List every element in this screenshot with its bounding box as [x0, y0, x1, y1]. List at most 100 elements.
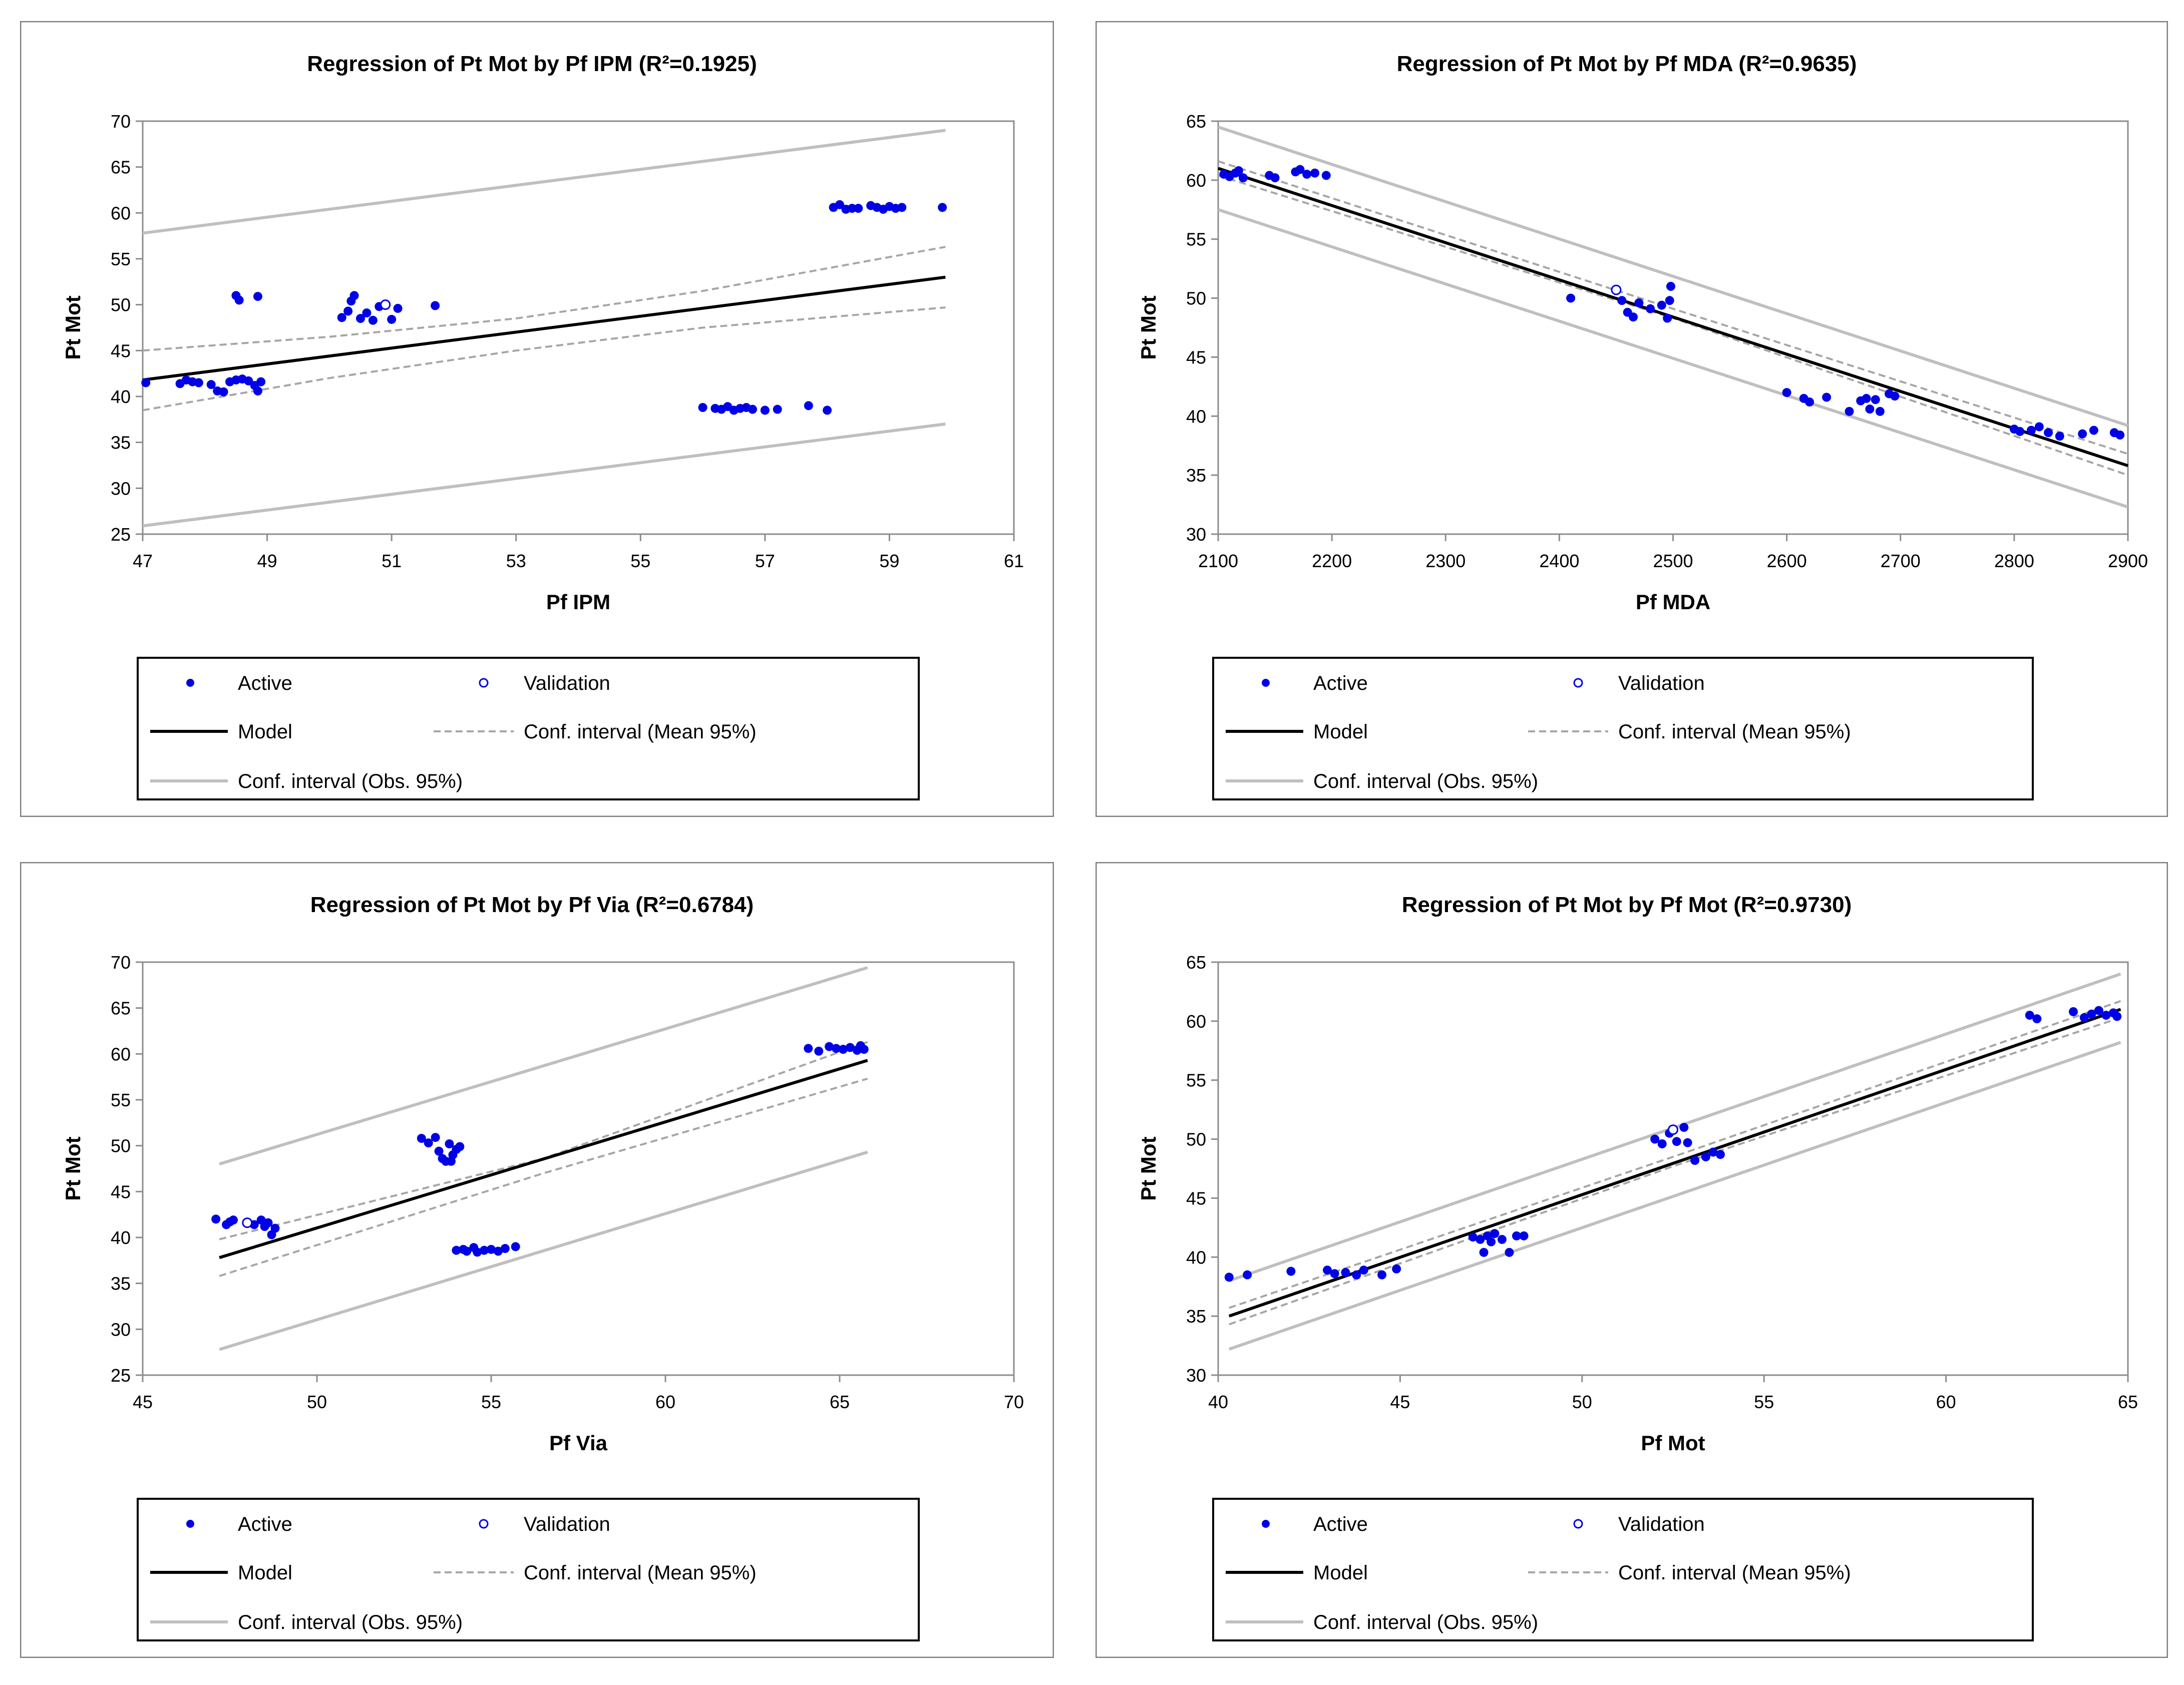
- y-axis-title: Pt Mot: [61, 1136, 85, 1200]
- x-tick-label: 2300: [1425, 551, 1466, 571]
- active-point: [1634, 298, 1644, 307]
- active-point: [244, 376, 253, 385]
- chart-panel-mot: Regression of Pt Mot by Pf Mot (R²=0.973…: [1095, 862, 2168, 1658]
- legend-validation-marker: [479, 678, 489, 688]
- active-point: [1243, 1270, 1252, 1280]
- active-point: [1566, 293, 1576, 303]
- active-point: [1690, 1156, 1700, 1165]
- legend-validation-label: Validation: [524, 672, 610, 694]
- active-point: [1782, 388, 1791, 397]
- active-point: [760, 405, 770, 415]
- legend-conf-obs-label: Conf. interval (Obs. 95%): [238, 770, 463, 792]
- active-point: [1665, 296, 1674, 305]
- active-point: [2055, 432, 2064, 441]
- y-tick-label: 55: [1186, 1070, 1206, 1091]
- active-point: [1234, 166, 1243, 175]
- active-point: [349, 291, 359, 300]
- active-point: [1650, 1134, 1660, 1144]
- active-point: [270, 1223, 280, 1233]
- active-point: [1875, 406, 1885, 416]
- active-point: [431, 1133, 440, 1142]
- y-tick-label: 60: [1186, 170, 1206, 191]
- active-point: [1679, 1123, 1689, 1132]
- conf-obs-lower-line: [1218, 208, 2128, 509]
- y-tick-label: 70: [111, 111, 131, 132]
- y-tick-label: 35: [111, 433, 131, 453]
- conf-obs-lower-line: [142, 423, 946, 528]
- x-tick-label: 55: [1754, 1392, 1774, 1412]
- active-point: [2112, 1012, 2122, 1021]
- conf-mean-upper-line: [1229, 1000, 2121, 1309]
- active-point: [256, 377, 266, 386]
- active-point: [362, 308, 372, 318]
- validation-point: [242, 1217, 253, 1228]
- active-point: [2089, 426, 2098, 435]
- active-point: [1701, 1152, 1710, 1161]
- active-point: [2094, 1006, 2103, 1015]
- x-tick-label: 57: [755, 551, 775, 571]
- y-tick-label: 30: [1186, 524, 1206, 545]
- x-tick-label: 60: [655, 1392, 675, 1412]
- active-point: [1377, 1270, 1387, 1280]
- legend-active-label: Active: [1313, 1513, 1368, 1535]
- active-point: [1715, 1150, 1725, 1159]
- active-point: [219, 387, 228, 396]
- x-tick-label: 2400: [1539, 551, 1579, 571]
- y-tick-label: 25: [111, 1365, 131, 1386]
- x-axis-title: Pf Via: [549, 1431, 608, 1455]
- validation-point: [1611, 284, 1622, 295]
- active-point: [500, 1244, 510, 1253]
- active-point: [387, 315, 397, 324]
- legend-validation-label: Validation: [1618, 1513, 1705, 1535]
- legend-conf-mean-label: Conf. interval (Mean 95%): [1618, 1562, 1851, 1584]
- active-point: [2015, 427, 2025, 436]
- conf-obs-lower-line: [1228, 1041, 2121, 1351]
- conf-obs-lower-line: [219, 1150, 868, 1351]
- x-tick-label: 60: [1936, 1392, 1956, 1412]
- active-point: [356, 314, 365, 323]
- active-point: [1519, 1231, 1529, 1240]
- active-point: [1497, 1234, 1507, 1244]
- active-point: [1865, 404, 1875, 414]
- y-tick-label: 60: [111, 1044, 131, 1064]
- active-point: [1666, 282, 1675, 291]
- chart-title: Regression of Pt Mot by Pf Via (R²=0.678…: [310, 893, 754, 917]
- active-point: [511, 1242, 520, 1251]
- active-point: [1657, 300, 1666, 310]
- y-tick-label: 30: [111, 478, 131, 499]
- y-tick-label: 65: [1186, 111, 1206, 132]
- conf-mean-upper-line: [1218, 160, 2128, 455]
- legend-box: [137, 1498, 920, 1641]
- active-point: [2025, 1011, 2034, 1020]
- active-point: [2068, 1007, 2078, 1016]
- y-tick-label: 45: [111, 1181, 131, 1202]
- legend-active-marker: [1262, 679, 1270, 687]
- x-tick-label: 61: [1004, 551, 1024, 571]
- active-point: [1321, 171, 1331, 180]
- active-point: [938, 203, 947, 212]
- active-point: [773, 404, 782, 414]
- active-point: [1617, 296, 1627, 305]
- chart-svg-via: Regression of Pt Mot by Pf Via (R²=0.678…: [20, 862, 1054, 1658]
- validation-point: [380, 299, 391, 310]
- active-point: [343, 306, 353, 316]
- conf-obs-upper-line: [142, 129, 946, 235]
- y-tick-label: 40: [111, 386, 131, 407]
- active-point: [1845, 406, 1854, 416]
- model-line: [219, 1059, 868, 1259]
- active-point: [493, 1246, 503, 1256]
- active-point: [1708, 1147, 1718, 1157]
- chart-title: Regression of Pt Mot by Pf Mot (R²=0.973…: [1402, 893, 1852, 917]
- active-point: [1238, 173, 1248, 183]
- x-tick-label: 51: [382, 551, 402, 571]
- x-tick-label: 49: [257, 551, 277, 571]
- active-point: [1646, 304, 1655, 313]
- active-point: [2026, 426, 2036, 435]
- legend-box: [137, 657, 920, 800]
- active-point: [1663, 313, 1672, 323]
- chart-title: Regression of Pt Mot by Pf IPM (R²=0.192…: [307, 52, 757, 76]
- x-axis-title: Pf IPM: [546, 590, 610, 614]
- active-point: [1392, 1264, 1401, 1274]
- legend-active-marker: [186, 679, 194, 687]
- legend-conf-obs-label: Conf. interval (Obs. 95%): [1313, 1611, 1538, 1633]
